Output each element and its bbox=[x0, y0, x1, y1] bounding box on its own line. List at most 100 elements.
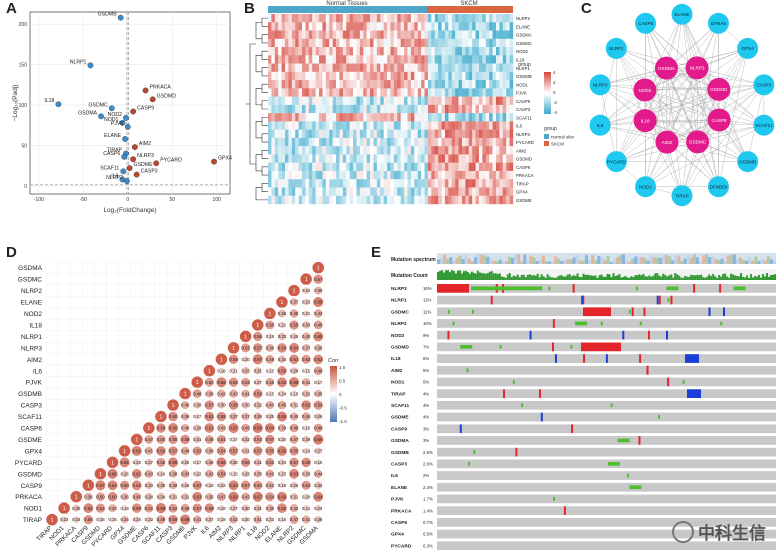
network-node bbox=[737, 151, 759, 173]
svg-text:0.41: 0.41 bbox=[241, 391, 250, 396]
svg-text:1: 1 bbox=[268, 312, 271, 318]
corr-cell bbox=[215, 353, 228, 366]
oncoprint-alteration bbox=[575, 321, 588, 326]
volcano-gene-label: NLRP3 bbox=[137, 153, 154, 159]
corr-cell bbox=[180, 469, 190, 479]
corr-cell bbox=[120, 492, 129, 501]
svg-text:0.18: 0.18 bbox=[96, 517, 105, 522]
corr-cell bbox=[264, 307, 276, 320]
heatmap-gene-label: NLRP3 bbox=[516, 132, 530, 137]
corr-colorbar bbox=[330, 366, 337, 422]
oncoprint-gene: NLRP3 bbox=[391, 286, 407, 292]
svg-text:0.52: 0.52 bbox=[241, 345, 250, 350]
volcano-gene-label: NOD2 bbox=[108, 112, 123, 118]
svg-text:0.51: 0.51 bbox=[217, 437, 226, 442]
corr-cell bbox=[118, 445, 131, 457]
oncoprint-alteration bbox=[447, 330, 450, 340]
network-node bbox=[671, 185, 693, 207]
oncoprint-alteration bbox=[521, 403, 524, 408]
corr-cell bbox=[253, 469, 262, 478]
corr-cell bbox=[289, 435, 299, 444]
corr-cell bbox=[156, 435, 166, 444]
svg-text:0.31: 0.31 bbox=[241, 449, 250, 454]
svg-text:0.67: 0.67 bbox=[254, 357, 263, 362]
corr-cell bbox=[239, 330, 252, 343]
corr-cell bbox=[72, 516, 80, 524]
svg-text:0.54: 0.54 bbox=[254, 483, 263, 488]
svg-text:0.42: 0.42 bbox=[229, 517, 238, 522]
corr-cell bbox=[72, 504, 80, 512]
corr-cell bbox=[266, 367, 273, 374]
group-label-normal: Normal Tissues bbox=[326, 1, 367, 7]
corr-row-label: GSDMD bbox=[18, 471, 43, 478]
corr-cell bbox=[192, 503, 202, 513]
corr-row-label: NLRP3 bbox=[21, 345, 42, 352]
corr-cell bbox=[228, 491, 239, 502]
volcano-gene-label: PYCARD bbox=[160, 157, 182, 163]
svg-text:0.66: 0.66 bbox=[278, 414, 287, 419]
svg-text:0.57: 0.57 bbox=[193, 506, 202, 511]
corr-cell bbox=[241, 377, 251, 387]
corr-cell bbox=[230, 470, 237, 477]
svg-text:0.60: 0.60 bbox=[169, 414, 178, 419]
svg-text:0.49: 0.49 bbox=[181, 506, 190, 511]
heatmap-gene-label: NLRP1 bbox=[516, 66, 530, 71]
corr-cell bbox=[314, 389, 323, 398]
corr-cell bbox=[194, 459, 201, 466]
corr-cell bbox=[218, 367, 225, 374]
corr-cell bbox=[121, 505, 128, 512]
svg-text:0.43: 0.43 bbox=[145, 471, 154, 476]
oncoprint-alteration bbox=[466, 368, 469, 373]
svg-text:0.26: 0.26 bbox=[120, 471, 129, 476]
heatmap-legend-title: group bbox=[544, 126, 557, 132]
svg-text:0.31: 0.31 bbox=[290, 403, 299, 408]
corr-cell bbox=[169, 493, 177, 501]
corr-cell bbox=[253, 446, 263, 456]
network-node bbox=[753, 74, 775, 96]
corr-cell bbox=[302, 470, 310, 478]
svg-text:0.18: 0.18 bbox=[217, 368, 226, 373]
oncoprint-alteration bbox=[682, 380, 685, 384]
corr-cell bbox=[289, 504, 299, 513]
oncoprint-alteration bbox=[554, 354, 557, 363]
svg-text:0.15: 0.15 bbox=[302, 368, 311, 373]
volcano-gene-label: GSDMC bbox=[88, 102, 108, 108]
heatmap-scale-tick: 4 bbox=[553, 70, 556, 75]
volcano-ytick: 150 bbox=[19, 63, 28, 69]
heatmap-gene-label: ELANE bbox=[516, 24, 530, 29]
corr-cell bbox=[302, 343, 311, 352]
svg-text:0.23: 0.23 bbox=[60, 517, 69, 522]
svg-text:0.21: 0.21 bbox=[302, 506, 311, 511]
svg-text:0.18: 0.18 bbox=[278, 483, 287, 488]
corr-cell bbox=[290, 401, 298, 409]
watermark: 中科生信 bbox=[672, 519, 766, 544]
corr-cell bbox=[300, 273, 312, 285]
corr-cell bbox=[181, 493, 189, 501]
oncoprint-alteration bbox=[629, 485, 642, 490]
corr-cell bbox=[228, 446, 239, 456]
corr-cell bbox=[230, 436, 237, 443]
corr-cell bbox=[119, 457, 130, 468]
svg-text:0.31: 0.31 bbox=[169, 494, 178, 499]
heatmap-gene-label: TIRAP bbox=[516, 181, 529, 186]
volcano-gene-label: CASP9 bbox=[137, 105, 154, 111]
heatmap-legend-swatch bbox=[544, 134, 549, 139]
svg-text:0.30: 0.30 bbox=[229, 460, 238, 465]
corr-cell bbox=[192, 446, 202, 456]
corr-cell bbox=[252, 319, 264, 331]
corr-cell bbox=[290, 390, 298, 397]
volcano-ytick: 50 bbox=[21, 143, 27, 149]
network-node-label: PYCARD bbox=[607, 159, 627, 164]
oncoprint-gene: NOD2 bbox=[391, 333, 405, 339]
corr-row-label: NOD1 bbox=[24, 506, 42, 513]
oncoprint-alteration bbox=[656, 295, 659, 305]
svg-text:0.25: 0.25 bbox=[266, 414, 275, 419]
svg-text:0.54: 0.54 bbox=[217, 471, 226, 476]
svg-text:0.24: 0.24 bbox=[314, 506, 323, 511]
svg-text:0.66: 0.66 bbox=[217, 380, 226, 385]
corr-cell bbox=[313, 423, 323, 433]
svg-text:0.58: 0.58 bbox=[229, 403, 238, 408]
panel-label-a: A bbox=[6, 0, 17, 17]
svg-text:0.41: 0.41 bbox=[193, 517, 202, 522]
svg-text:0.29: 0.29 bbox=[290, 368, 299, 373]
